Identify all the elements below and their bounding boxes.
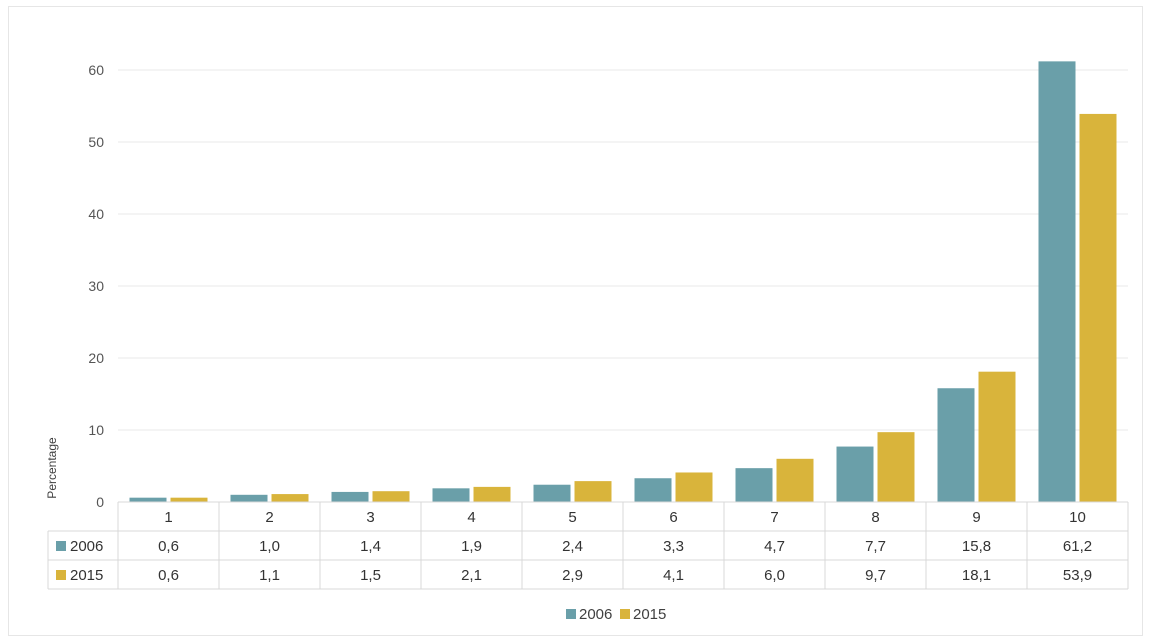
category-label-5: 5	[568, 509, 576, 526]
category-label-2: 2	[265, 509, 273, 526]
data-label-2006-10: 61,2	[1063, 538, 1092, 555]
data-label-2006-2: 1,0	[259, 538, 280, 555]
category-label-9: 9	[972, 509, 980, 526]
bar-2015-5	[574, 481, 612, 502]
data-label-2015-2: 1,1	[259, 567, 280, 584]
bar-2015-10	[1079, 113, 1117, 503]
bar-2006-10	[1038, 61, 1076, 503]
data-label-2015-7: 6,0	[764, 567, 785, 584]
legend-swatch-2015	[620, 609, 630, 619]
bar-2006-2	[230, 494, 268, 502]
table-row-key-2015	[56, 570, 66, 580]
bar-2015-3	[372, 491, 410, 502]
data-label-2006-7: 4,7	[764, 538, 785, 555]
bar-2006-1	[129, 497, 167, 502]
category-label-3: 3	[366, 509, 374, 526]
bar-2006-4	[432, 488, 470, 502]
category-label-4: 4	[467, 509, 475, 526]
category-label-7: 7	[770, 509, 778, 526]
data-label-2006-6: 3,3	[663, 538, 684, 555]
data-label-2015-9: 18,1	[962, 567, 991, 584]
bar-2015-6	[675, 472, 713, 502]
data-label-2006-5: 2,4	[562, 538, 583, 555]
category-label-6: 6	[669, 509, 677, 526]
data-label-2015-1: 0,6	[158, 567, 179, 584]
bar-2015-8	[877, 432, 915, 502]
y-tick-label-20: 20	[88, 350, 104, 366]
bar-2015-1	[170, 497, 208, 502]
data-label-2015-6: 4,1	[663, 567, 684, 584]
legend-swatch-2006	[566, 609, 576, 619]
bar-2006-7	[735, 468, 773, 502]
table-row-label-2015: 2015	[70, 567, 103, 584]
bar-2006-6	[634, 478, 672, 502]
y-tick-label-10: 10	[88, 422, 104, 438]
y-tick-label-0: 0	[96, 494, 104, 510]
y-tick-label-30: 30	[88, 278, 104, 294]
data-label-2015-5: 2,9	[562, 567, 583, 584]
bar-2015-9	[978, 371, 1016, 502]
data-label-2006-1: 0,6	[158, 538, 179, 555]
data-label-2015-4: 2,1	[461, 567, 482, 584]
bar-2006-5	[533, 484, 571, 502]
bar-2015-4	[473, 486, 511, 502]
legend-label-2015: 2015	[633, 606, 666, 623]
data-label-2015-3: 1,5	[360, 567, 381, 584]
y-tick-label-40: 40	[88, 206, 104, 222]
data-label-2006-8: 7,7	[865, 538, 886, 555]
data-label-2006-3: 1,4	[360, 538, 381, 555]
category-label-10: 10	[1069, 509, 1086, 526]
bar-2006-9	[937, 388, 975, 502]
category-label-8: 8	[871, 509, 879, 526]
table-row-label-2006: 2006	[70, 538, 103, 555]
bar-2015-2	[271, 494, 309, 502]
bar-2006-3	[331, 491, 369, 502]
y-tick-label-60: 60	[88, 62, 104, 78]
y-tick-label-50: 50	[88, 134, 104, 150]
data-label-2006-9: 15,8	[962, 538, 991, 555]
bar-2006-8	[836, 446, 874, 502]
y-axis-label: Percentage	[45, 437, 59, 499]
data-label-2015-10: 53,9	[1063, 567, 1092, 584]
data-label-2015-8: 9,7	[865, 567, 886, 584]
legend-label-2006: 2006	[579, 606, 612, 623]
bar-2015-7	[776, 458, 814, 502]
table-row-key-2006	[56, 541, 66, 551]
data-label-2006-4: 1,9	[461, 538, 482, 555]
category-label-1: 1	[164, 509, 172, 526]
